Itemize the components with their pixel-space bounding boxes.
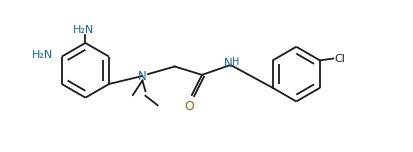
Text: Cl: Cl [334, 54, 345, 64]
Text: N: N [138, 69, 147, 83]
Text: H: H [231, 57, 238, 67]
Text: H₂N: H₂N [32, 50, 53, 60]
Text: H₂N: H₂N [73, 25, 94, 35]
Text: O: O [184, 100, 194, 113]
Text: N: N [224, 57, 233, 70]
